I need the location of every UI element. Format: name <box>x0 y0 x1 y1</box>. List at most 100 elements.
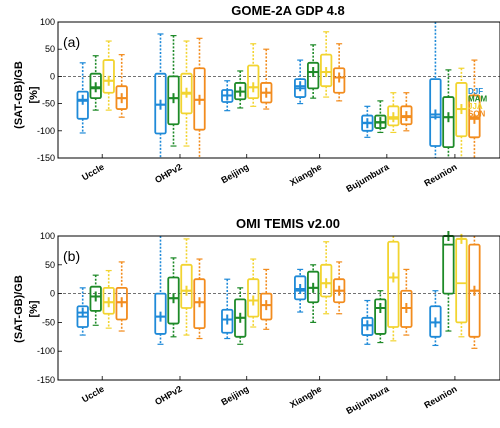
box-iqr <box>221 308 234 334</box>
box-iqr <box>102 286 115 315</box>
box-iqr <box>400 105 413 126</box>
box-jja-ohpv2 <box>180 40 193 147</box>
y-tick-label: 50 <box>45 260 55 270</box>
box-iqr <box>320 263 333 298</box>
box-jja-bujumbura <box>387 236 400 342</box>
box-djf-xianghe <box>294 268 307 313</box>
box-djf-bujumbura <box>361 299 374 345</box>
box-son-reunion <box>468 59 481 158</box>
plot-frame <box>57 235 500 381</box>
box-mam-bujumbura <box>374 290 387 344</box>
box-iqr <box>374 298 387 335</box>
box-mam-uccle <box>89 55 102 111</box>
box-jja-ohpv2 <box>180 238 193 336</box>
box-son-xianghe <box>333 261 346 315</box>
panel-a-ylabel: (SAT-GB)/GB <box>13 61 25 129</box>
y-tick-label: -50 <box>42 99 55 109</box>
box-mam-uccle <box>89 274 102 326</box>
box-jja-xianghe <box>320 31 333 98</box>
y-tick-label: 0 <box>50 289 55 299</box>
box-iqr <box>167 276 180 325</box>
plot-frame <box>57 21 500 159</box>
box-iqr <box>154 72 167 135</box>
box-iqr <box>247 64 260 100</box>
box-iqr <box>167 75 180 126</box>
box-mam-beijing <box>234 70 247 109</box>
y-tick-label: -150 <box>37 153 55 163</box>
legend-entry-son: SON <box>468 110 486 119</box>
box-iqr <box>429 78 442 147</box>
box-son-beijing <box>260 48 273 110</box>
box-jja-beijing <box>247 258 260 328</box>
panel-b-label: (b) <box>63 248 80 264</box>
panel-a-label: (a) <box>63 34 80 50</box>
box-djf-uccle <box>76 287 89 336</box>
box-son-reunion <box>468 236 481 349</box>
box-iqr <box>307 61 320 90</box>
box-jja-beijing <box>247 43 260 107</box>
panel-b-yunit: [%] <box>28 300 40 317</box>
box-iqr <box>89 72 102 100</box>
y-tick-label: -50 <box>42 317 55 327</box>
box-iqr <box>76 90 89 120</box>
box-jja-bujumbura <box>387 92 400 134</box>
box-jja-uccle <box>102 40 115 111</box>
box-mam-reunion <box>442 69 455 158</box>
box-jja-uccle <box>102 269 115 329</box>
box-jja-reunion <box>455 67 468 158</box>
y-tick-label: 100 <box>40 17 55 27</box>
legend-entry-djf: DJF <box>468 87 483 96</box>
panel-b-title: OMI TEMIS v2.00 <box>236 216 340 231</box>
box-iqr <box>361 316 374 336</box>
box-iqr <box>387 240 400 328</box>
box-djf-beijing <box>221 278 234 340</box>
box-djf-reunion <box>429 22 442 158</box>
box-mam-xianghe <box>307 264 320 323</box>
box-iqr <box>442 96 455 149</box>
box-djf-ohpv2 <box>154 33 167 158</box>
box-mam-beijing <box>234 287 247 345</box>
box-son-uccle <box>115 54 128 118</box>
box-djf-uccle <box>76 62 89 134</box>
box-son-ohpv2 <box>193 37 206 158</box>
box-iqr <box>180 263 193 309</box>
box-son-beijing <box>260 268 273 330</box>
box-mam-ohpv2 <box>167 257 180 338</box>
box-mam-xianghe <box>307 44 320 99</box>
box-jja-xianghe <box>320 241 333 315</box>
box-iqr <box>115 286 128 321</box>
panel-a-yunit: [%] <box>28 86 40 103</box>
y-tick-label: -100 <box>37 126 55 136</box>
box-mam-ohpv2 <box>167 34 180 147</box>
box-iqr <box>387 105 400 127</box>
panel-b-ylabel: (SAT-GB)/GB <box>13 275 25 343</box>
legend-entry-jja: JJA <box>468 102 483 111</box>
box-iqr <box>247 278 260 318</box>
box-jja-reunion <box>455 233 468 338</box>
box-djf-reunion <box>429 290 442 347</box>
box-djf-bujumbura <box>361 105 374 138</box>
box-iqr <box>89 285 102 312</box>
y-tick-label: -150 <box>37 375 55 385</box>
box-mam-bujumbura <box>374 100 387 134</box>
box-iqr <box>333 67 346 94</box>
y-tick-label: 100 <box>40 231 55 241</box>
legend-entry-mam: MAM <box>468 95 487 104</box>
box-iqr <box>154 292 167 335</box>
box-son-uccle <box>115 261 128 332</box>
box-iqr <box>320 53 333 88</box>
y-tick-label: -100 <box>37 346 55 356</box>
box-iqr <box>193 278 206 330</box>
y-tick-label: 0 <box>50 71 55 81</box>
box-son-bujumbura <box>400 92 413 132</box>
box-son-xianghe <box>333 43 346 102</box>
box-iqr <box>294 275 307 301</box>
box-iqr <box>260 292 273 321</box>
y-tick-label: 50 <box>45 44 55 54</box>
box-son-ohpv2 <box>193 258 206 340</box>
panel-a-title: GOME-2A GDP 4.8 <box>231 3 344 18</box>
box-son-bujumbura <box>400 268 413 336</box>
